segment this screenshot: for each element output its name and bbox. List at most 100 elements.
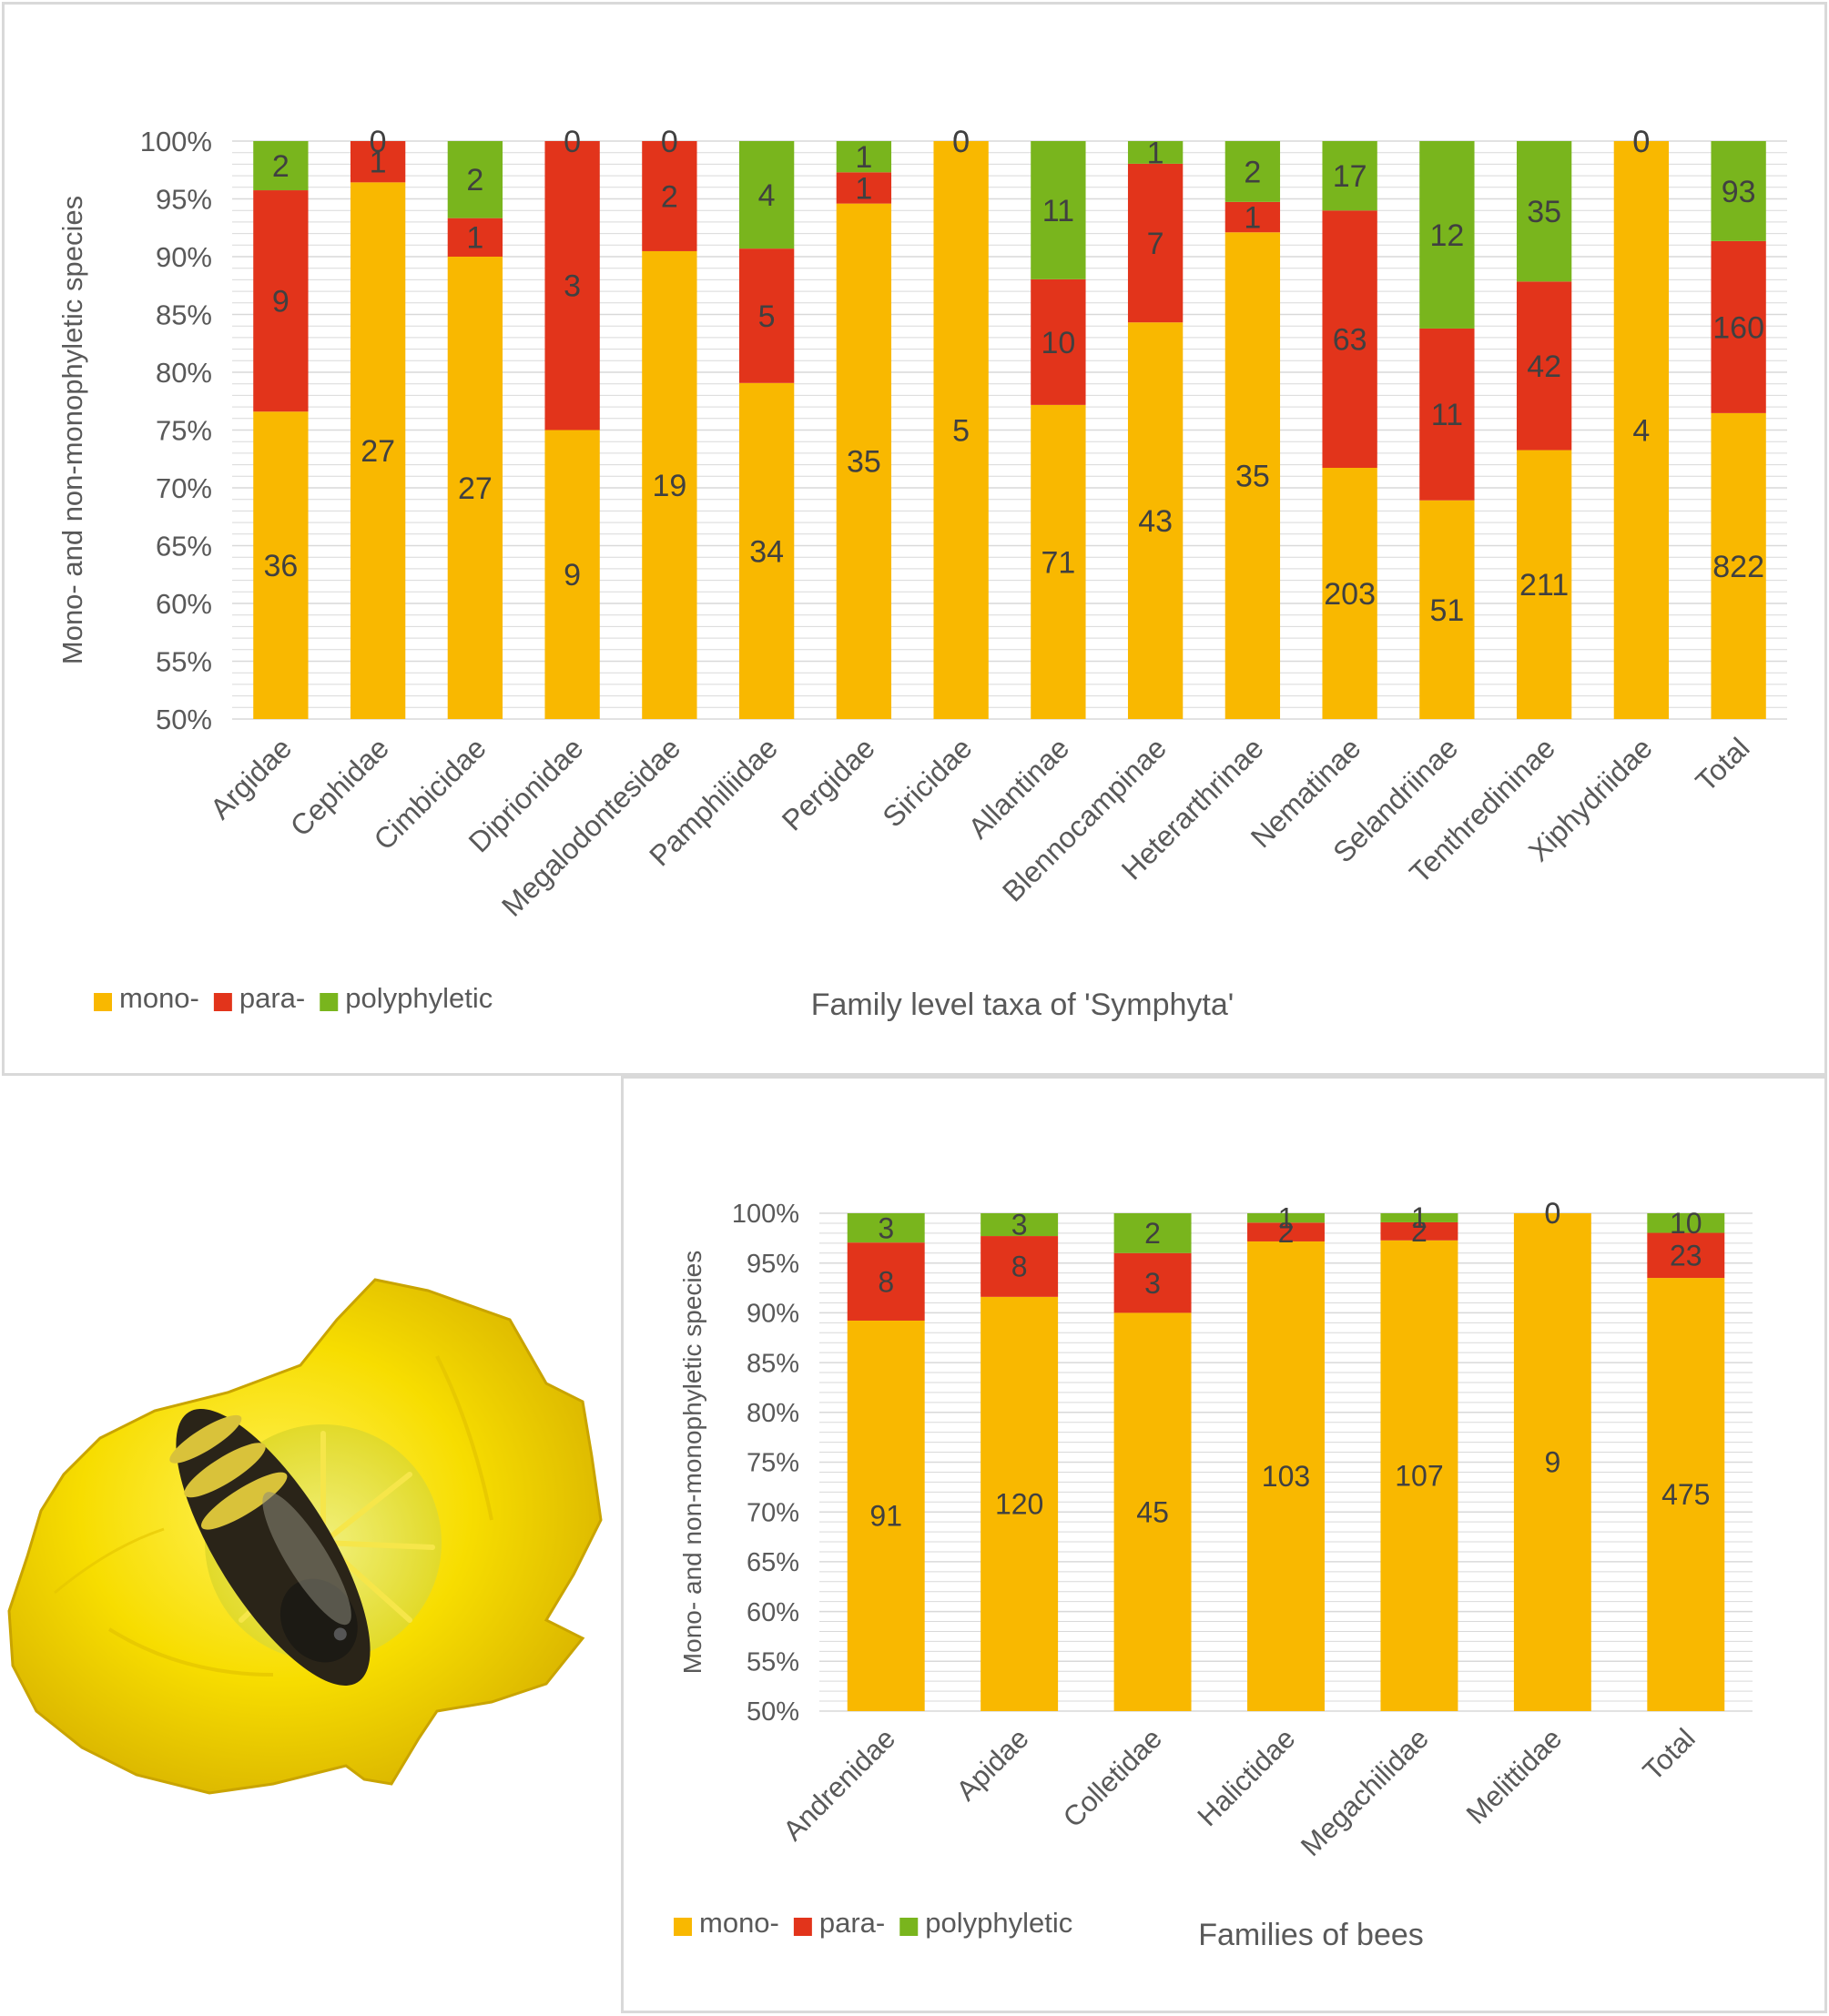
bar-segment-para	[1419, 328, 1475, 501]
data-label: 9	[1544, 1446, 1560, 1479]
legend-swatch-para	[213, 993, 232, 1011]
data-label: 2	[272, 149, 290, 184]
bar-segment-para	[1380, 1221, 1458, 1241]
y-tick-label: 75%	[156, 414, 212, 446]
bar-segment-mono	[836, 203, 892, 719]
bar-segment-para	[1113, 1252, 1192, 1313]
bar-segment-para	[738, 248, 795, 383]
bar-segment-poly	[1247, 1213, 1325, 1223]
bar-segment-para	[981, 1236, 1059, 1297]
data-label: 27	[458, 471, 493, 506]
legend-label: para-	[239, 982, 305, 1014]
legend-label: mono-	[119, 982, 199, 1014]
y-tick-label: 70%	[156, 472, 212, 504]
data-label: 1	[855, 140, 872, 175]
data-label: 107	[1395, 1460, 1443, 1493]
bee-in-yellow-flower-image	[0, 1247, 619, 1811]
legend-swatch-para	[793, 1918, 812, 1936]
bar-segment-mono	[1031, 404, 1086, 719]
bar-segment-mono	[350, 182, 406, 719]
bar-segment-mono	[253, 411, 309, 719]
data-label: 2	[466, 163, 483, 198]
bar-segment-mono	[1711, 412, 1766, 719]
data-label: 23	[1670, 1240, 1702, 1272]
data-label: 10	[1670, 1207, 1702, 1240]
y-tick-label: 100%	[140, 126, 212, 157]
data-label: 1	[370, 146, 387, 180]
legend-label: polyphyletic	[345, 982, 493, 1014]
bar-segment-mono	[1127, 322, 1184, 719]
data-label: 1	[1278, 1201, 1295, 1234]
legend-swatch-poly	[320, 993, 339, 1011]
y-tick-label: 95%	[156, 183, 212, 215]
category-label: Megalodontesidae	[495, 731, 686, 922]
data-label: 17	[1333, 159, 1367, 194]
bar-segment-poly	[447, 141, 503, 218]
bar-segment-para	[642, 141, 697, 251]
bar-segment-para	[836, 172, 892, 204]
data-label: 1	[1147, 136, 1164, 170]
bar-segment-poly	[981, 1213, 1059, 1237]
data-label: 19	[652, 469, 686, 503]
y-tick-label: 75%	[747, 1449, 799, 1478]
data-label: 43	[1138, 504, 1173, 539]
data-label: 5	[952, 413, 970, 448]
y-tick-label: 100%	[732, 1200, 799, 1229]
bar-segment-poly	[847, 1213, 925, 1243]
data-label: 3	[1011, 1209, 1028, 1241]
bar-segment-poly	[1224, 141, 1281, 202]
data-label: 91	[869, 1500, 902, 1533]
data-label: 1	[855, 171, 872, 206]
bar-segment-mono	[1380, 1240, 1458, 1711]
data-label: 7	[1147, 227, 1164, 261]
data-label: 0	[370, 125, 387, 159]
category-label: Pergidae	[776, 731, 881, 836]
bar-segment-para	[1224, 201, 1281, 233]
data-label: 2	[1244, 155, 1261, 189]
category-label: Andrenidae	[777, 1722, 901, 1847]
bar-segment-mono	[1419, 500, 1475, 719]
data-label: 8	[878, 1265, 894, 1298]
bar-segment-mono	[738, 382, 795, 719]
data-label: 0	[1544, 1197, 1560, 1230]
bees-chart-panel: 50% 55% 60% 65% 70% 75% 80% 85% 90% 95% 100% Mono- …	[621, 1076, 1827, 2013]
y-tick-label: 65%	[747, 1548, 799, 1577]
data-label: 35	[1527, 195, 1561, 229]
bar-segment-mono	[1322, 468, 1377, 719]
y-axis-title: Mono- and non-monophyletic species	[678, 1251, 706, 1674]
data-label: 203	[1324, 577, 1376, 612]
data-label: 0	[564, 125, 581, 159]
bar-segment-poly	[1711, 141, 1766, 241]
data-label: 34	[749, 534, 784, 569]
category-label: Colletidae	[1057, 1722, 1168, 1833]
bees-chart: 50% 55% 60% 65% 70% 75% 80% 85% 90% 95% 100% Mono- …	[674, 1197, 1753, 1952]
y-axis-title: Mono- and non-monophyletic species	[56, 196, 88, 664]
y-tick-label: 55%	[156, 645, 212, 677]
x-axis-title: Family level taxa of 'Symphyta'	[811, 988, 1235, 1022]
symphyta-chart-panel: 50% 55% 60% 65% 70% 75% 80% 85% 90% 95% 100% Mono- …	[2, 2, 1827, 1076]
bar-segment-para	[544, 141, 600, 431]
bar-segment-mono	[1224, 232, 1281, 719]
bar-segment-poly	[1322, 141, 1377, 211]
bar-segment-mono	[1513, 1213, 1591, 1711]
legend-label: para-	[819, 1907, 885, 1939]
y-tick-label: 65%	[156, 530, 212, 562]
bar-segment-mono	[1613, 141, 1670, 719]
data-label: 11	[1042, 194, 1074, 228]
bar-segment-poly	[1647, 1213, 1725, 1233]
bar-segment-poly	[836, 141, 892, 173]
data-label: 63	[1333, 323, 1367, 358]
x-axis-title: Families of bees	[1198, 1918, 1424, 1952]
data-label: 11	[1431, 398, 1463, 432]
bar-segment-mono	[847, 1320, 925, 1711]
legend-swatch-poly	[899, 1918, 919, 1936]
data-label: 475	[1661, 1478, 1710, 1511]
y-tick-label: 50%	[747, 1697, 799, 1727]
y-tick-label: 90%	[156, 241, 212, 273]
data-label: 1	[1244, 200, 1261, 235]
data-label: 45	[1136, 1495, 1169, 1528]
bar-segment-para	[1711, 240, 1766, 413]
bar-segment-poly	[1516, 141, 1572, 282]
bar-segment-poly	[1113, 1213, 1192, 1253]
symphyta-chart: 50% 55% 60% 65% 70% 75% 80% 85% 90% 95% 100% Mono- …	[56, 125, 1787, 1022]
